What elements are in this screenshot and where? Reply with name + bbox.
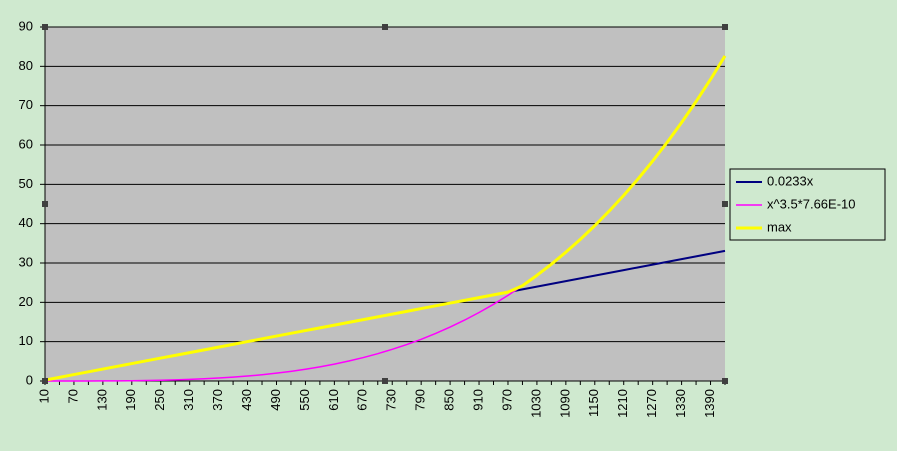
x-tick-label: 550 [297,389,312,411]
y-tick-label: 10 [19,333,33,348]
x-tick-label: 610 [326,389,341,411]
selection-handle [382,378,388,384]
y-tick-label: 30 [19,254,33,269]
y-tick-label: 90 [19,18,33,33]
x-tick-label: 910 [470,389,485,411]
selection-handle [722,378,728,384]
series-line [44,55,727,382]
x-tick-label: 1270 [644,389,659,418]
selection-handle [42,201,48,207]
y-tick-label: 40 [19,215,33,230]
x-tick-label: 190 [123,389,138,411]
x-tick-label: 250 [152,389,167,411]
x-tick-label: 430 [239,389,254,411]
x-tick-label: 370 [210,389,225,411]
x-tick-label: 1150 [586,389,601,417]
selection-handle [42,378,48,384]
y-tick-label: 50 [19,176,33,191]
x-tick-label: 790 [413,389,428,411]
selection-handle [722,201,728,207]
x-tick-label: 970 [499,389,514,411]
x-tick-label: 130 [94,389,109,411]
x-tick-label: 850 [442,389,457,411]
y-tick-label: 20 [19,294,33,309]
plot-area [45,27,725,381]
legend-label: 0.0233x [767,173,814,188]
x-tick-label: 1390 [702,389,717,418]
y-tick-label: 0 [26,372,33,387]
selection-handle [42,24,48,30]
selection-handle [382,24,388,30]
y-tick-label: 60 [19,136,33,151]
x-tick-label: 1330 [673,389,688,418]
x-tick-label: 490 [268,389,283,411]
x-tick-label: 670 [355,389,370,411]
x-tick-label: 310 [181,389,196,411]
legend-label: x^3.5*7.66E-10 [767,196,856,211]
x-tick-label: 1090 [557,389,572,418]
x-tick-label: 1210 [615,389,630,418]
legend-label: max [767,219,792,234]
y-tick-label: 80 [19,58,33,73]
y-tick-label: 70 [19,97,33,112]
x-tick-label: 70 [65,389,80,403]
x-tick-label: 10 [36,389,51,403]
x-tick-label: 730 [384,389,399,411]
x-tick-label: 1030 [528,389,543,418]
selection-handle [722,24,728,30]
